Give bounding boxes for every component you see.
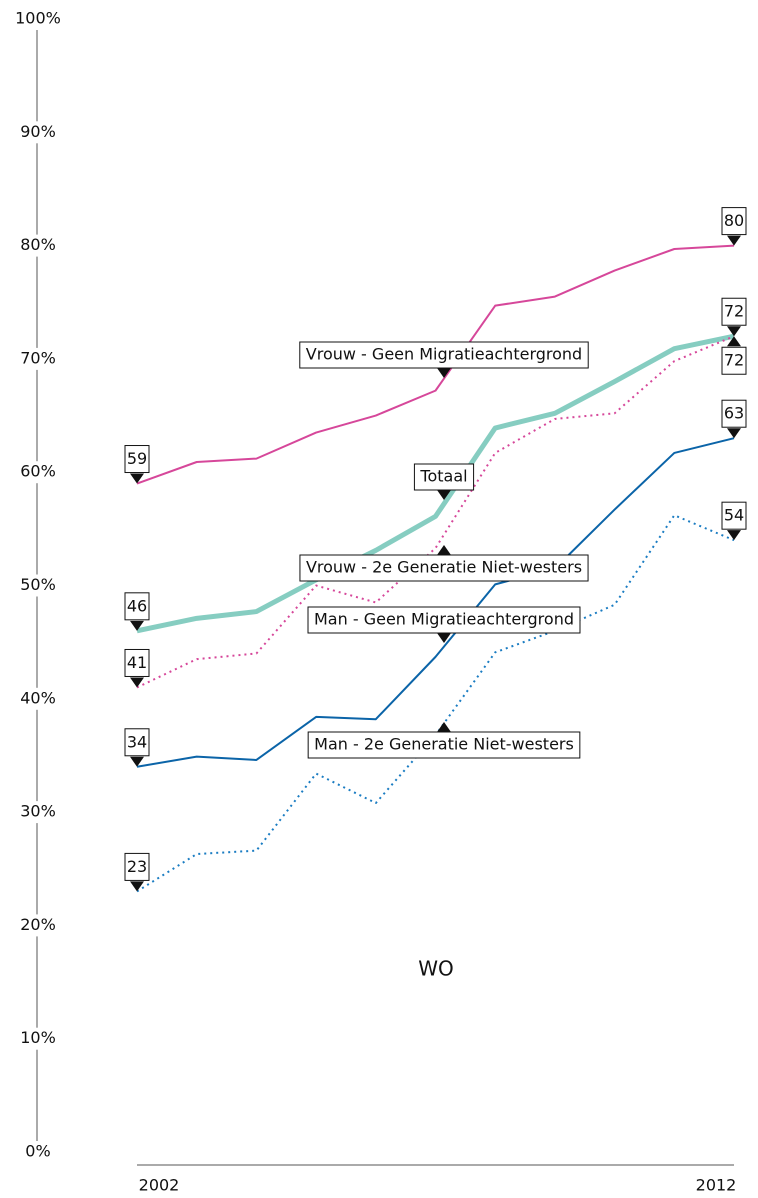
series-label-box	[299, 341, 589, 369]
series-label-pointer	[437, 633, 451, 643]
y-tick-gap	[15, 461, 59, 484]
series-label-box	[307, 606, 581, 634]
y-tick-label: 60%	[20, 462, 56, 481]
y-tick-gap	[15, 914, 59, 937]
label-pointer	[727, 428, 741, 439]
value-label: 59	[127, 449, 147, 468]
y-tick-label: 30%	[20, 802, 56, 821]
value-label: 41	[127, 653, 147, 672]
label-pointer	[727, 235, 741, 246]
y-tick-label: 40%	[20, 688, 56, 707]
series-line	[136, 333, 735, 634]
series-label-pointer	[437, 490, 451, 500]
y-tick-label: 0%	[25, 1142, 50, 1161]
label-box	[124, 445, 150, 474]
value-label: 46	[127, 596, 147, 615]
value-label: 72	[724, 351, 744, 370]
label-box	[124, 592, 150, 621]
label-box	[721, 297, 747, 326]
y-tick-gap	[15, 801, 59, 824]
label-pointer	[130, 677, 144, 688]
y-tick-label: 80%	[20, 235, 56, 254]
label-box	[721, 501, 747, 530]
y-tick-gap	[15, 1141, 59, 1163]
y-tick-gap	[15, 8, 59, 30]
label-box	[124, 648, 150, 677]
y-tick-label: 100%	[15, 9, 61, 28]
y-tick-gap	[15, 347, 59, 370]
y-tick-gap	[15, 234, 59, 257]
label-box	[124, 728, 150, 757]
series-label: Vrouw - Geen Migratieachtergrond	[306, 345, 582, 364]
series-line	[136, 437, 735, 768]
series-label: Vrouw - 2e Generatie Niet-westers	[306, 558, 582, 577]
series-label-pointer	[437, 368, 451, 378]
y-tick-label: 10%	[20, 1028, 56, 1047]
label-box	[721, 207, 747, 236]
label-pointer	[727, 530, 741, 541]
x-tick-label: 2002	[139, 1176, 180, 1195]
y-tick-gap	[15, 1027, 59, 1050]
label-pointer	[130, 473, 144, 484]
x-tick-label: 2012	[696, 1176, 737, 1195]
series-label-pointer	[437, 722, 451, 732]
y-tick-label: 90%	[20, 122, 56, 141]
series-label: Man - Geen Migratieachtergrond	[314, 610, 574, 629]
value-label: 80	[724, 211, 744, 230]
label-box	[124, 852, 150, 881]
value-label: 54	[724, 506, 744, 525]
y-tick-label: 70%	[20, 348, 56, 367]
y-tick-gap	[15, 121, 59, 144]
y-tick-gap	[15, 574, 59, 597]
label-box	[721, 346, 747, 375]
label-pointer	[727, 326, 741, 337]
series-label-box	[307, 731, 581, 759]
y-tick-gap	[15, 687, 59, 710]
y-tick-label: 50%	[20, 575, 56, 594]
y-tick-label: 20%	[20, 915, 56, 934]
value-label: 34	[127, 732, 147, 751]
series-label-box	[413, 463, 475, 491]
series-line	[136, 244, 735, 485]
series-label-box	[299, 554, 589, 582]
label-pointer	[130, 756, 144, 767]
label-pointer	[130, 881, 144, 892]
chart-subtitle: WO	[418, 957, 454, 981]
series-label-pointer	[437, 545, 451, 555]
series-label: Totaal	[419, 467, 467, 486]
label-box	[721, 399, 747, 428]
value-label: 63	[724, 404, 744, 423]
value-label: 23	[127, 857, 147, 876]
series-label: Man - 2e Generatie Niet-westers	[314, 735, 574, 754]
label-pointer	[727, 336, 741, 347]
label-pointer	[130, 620, 144, 631]
value-label: 72	[724, 302, 744, 321]
